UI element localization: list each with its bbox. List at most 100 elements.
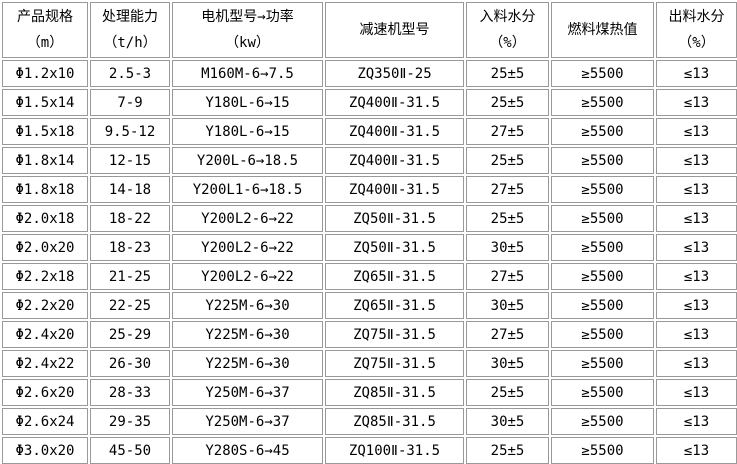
table-cell: 22-25 bbox=[90, 292, 170, 319]
table-cell: 18-23 bbox=[90, 234, 170, 261]
table-cell: Φ3.0x20 bbox=[2, 437, 88, 464]
table-cell: ≤13 bbox=[656, 350, 737, 377]
table-cell: ZQ75Ⅱ-31.5 bbox=[325, 350, 464, 377]
table-cell: 21-25 bbox=[90, 263, 170, 290]
header-cell: 减速机型号 bbox=[325, 2, 464, 58]
table-cell: Y200L-6→18.5 bbox=[172, 147, 323, 174]
table-cell: 30±5 bbox=[466, 292, 549, 319]
table-cell: ZQ400Ⅱ-31.5 bbox=[325, 176, 464, 203]
table-cell: Φ1.8x14 bbox=[2, 147, 88, 174]
table-cell: 18-22 bbox=[90, 205, 170, 232]
table-cell: Φ2.0x20 bbox=[2, 234, 88, 261]
table-cell: Y200L2-6→22 bbox=[172, 263, 323, 290]
table-cell: ≤13 bbox=[656, 147, 737, 174]
table-cell: ZQ85Ⅱ-31.5 bbox=[325, 379, 464, 406]
table-cell: Φ1.8x18 bbox=[2, 176, 88, 203]
table-cell: Y250M-6→37 bbox=[172, 379, 323, 406]
table-cell: ≥5500 bbox=[551, 205, 654, 232]
table-cell: Φ1.5x18 bbox=[2, 118, 88, 145]
table-cell: ≤13 bbox=[656, 292, 737, 319]
table-cell: 28-33 bbox=[90, 379, 170, 406]
column-title: 电机型号→功率 bbox=[201, 9, 294, 26]
table-cell: 30±5 bbox=[466, 408, 549, 435]
table-cell: ZQ100Ⅱ-31.5 bbox=[325, 437, 464, 464]
table-row: Φ2.6x24 29-35 Y250M-6→37 ZQ85Ⅱ-31.5 30±5 ≥550… bbox=[2, 408, 737, 435]
header-cell: 出料水分 （%） bbox=[656, 2, 737, 58]
table-cell: Φ2.4x20 bbox=[2, 321, 88, 348]
table-cell: ≤13 bbox=[656, 89, 737, 116]
column-title: 处理能力 bbox=[102, 9, 158, 26]
table-cell: ≥5500 bbox=[551, 379, 654, 406]
table-cell: Y225M-6→30 bbox=[172, 350, 323, 377]
table-cell: ZQ50Ⅱ-31.5 bbox=[325, 205, 464, 232]
table-cell: 25±5 bbox=[466, 89, 549, 116]
header-row: 产品规格 （m） 处理能力 （t/h） 电机型号→功率 （kw） 减速机型号 入料水分 （%） 燃… bbox=[2, 2, 737, 58]
table-cell: ≤13 bbox=[656, 379, 737, 406]
table-cell: Φ1.5x14 bbox=[2, 89, 88, 116]
table-cell: 27±5 bbox=[466, 321, 549, 348]
table-cell: 45-50 bbox=[90, 437, 170, 464]
table-cell: Φ2.6x24 bbox=[2, 408, 88, 435]
table-cell: ≤13 bbox=[656, 408, 737, 435]
column-title: 入料水分 bbox=[479, 9, 536, 26]
header-cell: 产品规格 （m） bbox=[2, 2, 88, 58]
table-cell: Φ1.2x10 bbox=[2, 60, 88, 87]
table-row: Φ1.8x18 14-18 Y200L1-6→18.5 ZQ400Ⅱ-31.5 27±5… bbox=[2, 176, 737, 203]
table-cell: Y180L-6→15 bbox=[172, 118, 323, 145]
column-unit: （t/h） bbox=[103, 34, 157, 51]
table-row: Φ1.5x14 7-9 Y180L-6→15 ZQ400Ⅱ-31.5 25±5 ≥5500… bbox=[2, 89, 737, 116]
table-cell: ≥5500 bbox=[551, 89, 654, 116]
table-row: Φ2.4x20 25-29 Y225M-6→30 ZQ75Ⅱ-31.5 27±5 ≥550… bbox=[2, 321, 737, 348]
table-cell: 27±5 bbox=[466, 176, 549, 203]
table-cell: ≤13 bbox=[656, 321, 737, 348]
table-cell: Y225M-6→30 bbox=[172, 321, 323, 348]
table-cell: 2.5-3 bbox=[90, 60, 170, 87]
table-row: Φ1.2x10 2.5-3 M160M-6→7.5 ZQ350Ⅱ-25 25±5 ≥550… bbox=[2, 60, 737, 87]
table-cell: Y280S-6→45 bbox=[172, 437, 323, 464]
table-cell: Y250M-6→37 bbox=[172, 408, 323, 435]
table-cell: 25±5 bbox=[466, 147, 549, 174]
header-cell: 入料水分 （%） bbox=[466, 2, 549, 58]
table-cell: ≥5500 bbox=[551, 118, 654, 145]
table-cell: 25-29 bbox=[90, 321, 170, 348]
table-row: Φ2.2x18 21-25 Y200L2-6→22 ZQ65Ⅱ-31.5 27±5 ≥55… bbox=[2, 263, 737, 290]
table-header: 产品规格 （m） 处理能力 （t/h） 电机型号→功率 （kw） 减速机型号 入料水分 （%） 燃… bbox=[2, 2, 737, 58]
table-cell: Φ2.0x18 bbox=[2, 205, 88, 232]
table-row: Φ1.5x18 9.5-12 Y180L-6→15 ZQ400Ⅱ-31.5 27±5 ≥5… bbox=[2, 118, 737, 145]
table-cell: ZQ400Ⅱ-31.5 bbox=[325, 147, 464, 174]
table-cell: 26-30 bbox=[90, 350, 170, 377]
table-row: Φ2.0x18 18-22 Y200L2-6→22 ZQ50Ⅱ-31.5 25±5 ≥55… bbox=[2, 205, 737, 232]
column-title: 减速机型号 bbox=[359, 21, 430, 38]
table-cell: 25±5 bbox=[466, 60, 549, 87]
table-cell: ≤13 bbox=[656, 176, 737, 203]
table-row: Φ1.8x14 12-15 Y200L-6→18.5 ZQ400Ⅱ-31.5 25±5 ≥… bbox=[2, 147, 737, 174]
table-cell: ≥5500 bbox=[551, 408, 654, 435]
table-cell: 25±5 bbox=[466, 205, 549, 232]
table-cell: Φ2.2x18 bbox=[2, 263, 88, 290]
table-cell: ZQ65Ⅱ-31.5 bbox=[325, 263, 464, 290]
table-cell: ≥5500 bbox=[551, 263, 654, 290]
table-cell: ≥5500 bbox=[551, 234, 654, 261]
table-cell: Y200L1-6→18.5 bbox=[172, 176, 323, 203]
table-cell: ≤13 bbox=[656, 263, 737, 290]
table-cell: ≥5500 bbox=[551, 292, 654, 319]
header-cell: 处理能力 （t/h） bbox=[90, 2, 170, 58]
table-cell: ≤13 bbox=[656, 60, 737, 87]
table-cell: ≤13 bbox=[656, 437, 737, 464]
table-cell: Φ2.6x20 bbox=[2, 379, 88, 406]
table-cell: ZQ400Ⅱ-31.5 bbox=[325, 118, 464, 145]
table-cell: ZQ75Ⅱ-31.5 bbox=[325, 321, 464, 348]
table-cell: ZQ400Ⅱ-31.5 bbox=[325, 89, 464, 116]
table-cell: 9.5-12 bbox=[90, 118, 170, 145]
table-cell: ≥5500 bbox=[551, 321, 654, 348]
table-cell: ZQ350Ⅱ-25 bbox=[325, 60, 464, 87]
table-cell: 12-15 bbox=[90, 147, 170, 174]
table-cell: Y180L-6→15 bbox=[172, 89, 323, 116]
column-unit: （%） bbox=[678, 34, 715, 51]
table-cell: ZQ50Ⅱ-31.5 bbox=[325, 234, 464, 261]
table-cell: ≥5500 bbox=[551, 350, 654, 377]
column-title: 产品规格 bbox=[17, 9, 73, 26]
table-cell: ≥5500 bbox=[551, 60, 654, 87]
